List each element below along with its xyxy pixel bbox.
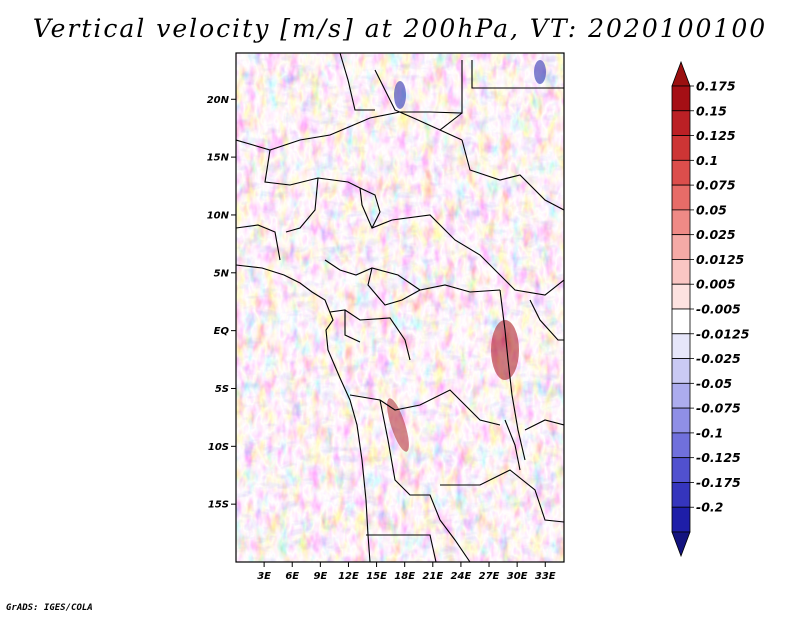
plot-frame (235, 52, 565, 563)
lat-tick-label: 15S (208, 500, 229, 511)
colorbar-label: -0.175 (696, 475, 741, 490)
northeast-downdraft-patch (534, 60, 546, 84)
colorbar-min-arrow (671, 531, 691, 558)
colorbar-swatch (671, 382, 691, 409)
colorbar-label: -0.1 (696, 425, 723, 440)
lat-tick-label: 10N (207, 210, 230, 221)
lon-tick-label: 18E (394, 571, 415, 582)
lon-tick-label: 15E (366, 571, 387, 582)
colorbar-swatch (671, 506, 691, 533)
colorbar-label: 0.15 (696, 103, 727, 118)
colorbar-label: -0.125 (696, 450, 741, 465)
colorbar-label: -0.2 (696, 500, 723, 515)
lat-tick-label: 5S (215, 384, 229, 395)
colorbar-label: 0.0125 (696, 252, 745, 267)
colorbar-swatch (671, 259, 691, 285)
colorbar-swatch (671, 184, 691, 211)
lon-tick-label: 27E (479, 571, 500, 582)
colorbar-label: 0.125 (696, 128, 736, 143)
velocity-field (236, 53, 564, 562)
colorbar-label: -0.075 (696, 401, 741, 416)
colorbar-label: -0.05 (696, 376, 732, 391)
colorbar-label: 0.005 (696, 277, 736, 292)
colorbar-swatch (671, 358, 691, 384)
colorbar-swatch (671, 234, 691, 260)
colorbar-swatch (671, 209, 691, 236)
lon-tick-label: 21E (422, 571, 443, 582)
rift-updraft-patch (491, 320, 519, 380)
colorbar-label: 0.1 (696, 153, 718, 168)
colorbar-swatch (671, 407, 691, 434)
colorbar-swatch (671, 308, 691, 335)
colorbar-swatch (671, 482, 691, 508)
colorbar-swatch (671, 135, 691, 161)
colorbar-swatch (671, 110, 691, 136)
colorbar-label: 0.025 (696, 227, 736, 242)
colorbar-max-arrow (671, 60, 691, 87)
colorbar-label: 0.175 (696, 79, 736, 94)
colorbar-swatch (671, 283, 691, 310)
colorbar-swatch (671, 333, 691, 359)
axis-labels: 20N 15N 10N 5N EQ 5S 10S 15S 3E 6E 9E 12E 15E 18E 21E 2… (207, 95, 556, 582)
colorbar-label: -0.025 (696, 351, 741, 366)
lat-tick-label: 10S (208, 442, 229, 453)
map-title: Vertical velocity [m/s] at 200hPa, VT: 2… (32, 14, 768, 43)
country-borders (236, 53, 564, 562)
colorbar: 0.175 0.15 0.125 0.1 0.075 0.05 0.025 0.0125 0.0… (671, 60, 750, 558)
lon-tick-label: 3E (257, 571, 271, 582)
lat-tick-label: 5N (214, 268, 230, 279)
lon-tick-label: 6E (285, 571, 299, 582)
colorbar-label: -0.005 (696, 302, 741, 317)
lat-tick-label: 20N (207, 95, 230, 106)
lat-tick-label: 15N (207, 153, 230, 164)
lon-tick-label: 12E (338, 571, 359, 582)
north-downdraft-patch (394, 81, 406, 109)
axis-ticks (231, 98, 546, 567)
lon-tick-label: 33E (535, 571, 556, 582)
grads-credit: GrADS: IGES/COLA (6, 603, 93, 613)
colorbar-swatch (671, 85, 691, 112)
lon-tick-label: 30E (507, 571, 528, 582)
lon-tick-label: 9E (313, 571, 327, 582)
colorbar-label: 0.075 (696, 178, 736, 193)
colorbar-swatch (671, 159, 691, 186)
colorbar-swatch (671, 432, 691, 459)
colorbar-label: 0.05 (696, 202, 727, 217)
colorbar-swatch (671, 457, 691, 483)
lon-tick-label: 24E (451, 571, 472, 582)
colorbar-label: -0.0125 (696, 326, 750, 341)
angola-updraft-patch (387, 398, 409, 452)
lat-tick-label: EQ (214, 326, 230, 337)
